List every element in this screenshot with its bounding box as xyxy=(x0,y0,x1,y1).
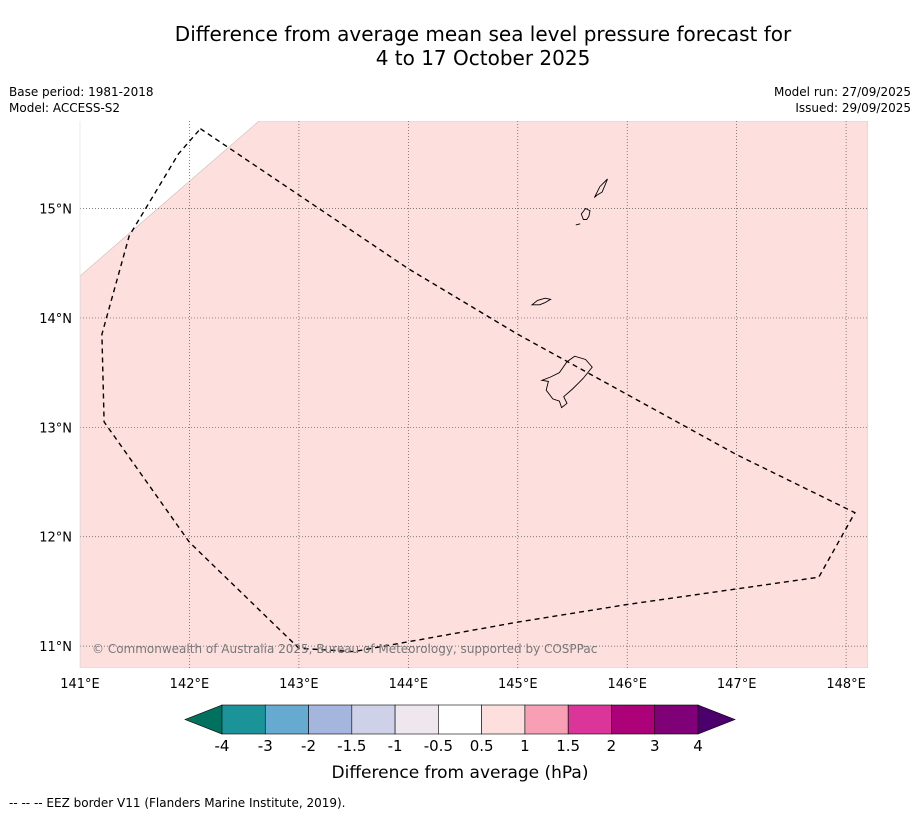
lon-tick-label: 144°E xyxy=(389,677,429,692)
meta-right: Model run: 27/09/2025 Issued: 29/09/2025 xyxy=(774,84,911,116)
lat-tick-label: 11°N xyxy=(39,640,72,655)
island-rota xyxy=(530,297,552,306)
colorbar-tick-label: 1 xyxy=(520,737,530,755)
island-tinian xyxy=(580,207,591,220)
colorbar-tick-label: -3 xyxy=(258,737,273,755)
colorbar-tick-label: 0.5 xyxy=(470,737,494,755)
base-period: Base period: 1981-2018 xyxy=(9,85,154,99)
lon-tick-label: 142°E xyxy=(170,677,210,692)
colorbar-tick-label: 2 xyxy=(607,737,617,755)
colorbar-segment xyxy=(351,704,396,735)
colorbar-tick-label: 1.5 xyxy=(556,737,580,755)
colorbar-tick-label: -0.5 xyxy=(424,737,453,755)
model-run: Model run: 27/09/2025 xyxy=(773,85,911,99)
colorbar-tick-label: 4 xyxy=(693,737,703,755)
colorbar-segment xyxy=(308,704,353,735)
model-name: Model: ACCESS-S2 xyxy=(9,101,121,115)
lon-tick-label: 143°E xyxy=(279,677,319,692)
lon-tick-label: 146°E xyxy=(607,677,647,692)
colorbar-tick-label: -2 xyxy=(301,737,316,755)
eez-border xyxy=(101,128,856,653)
lon-tick-label: 147°E xyxy=(717,677,757,692)
colorbar-segment xyxy=(221,704,266,735)
lat-tick-label: 14°N xyxy=(39,312,72,327)
colorbar-tick-label: -4 xyxy=(215,737,230,755)
gridlines xyxy=(80,121,868,668)
footer-note: -- -- -- EEZ border V11 (Flanders Marine… xyxy=(9,796,346,810)
island-guam xyxy=(540,355,593,409)
latitude-labels: 15°N 14°N 13°N 12°N 11°N xyxy=(39,203,72,656)
colorbar-tick-label: -1 xyxy=(388,737,403,755)
colorbar-title: Difference from average (hPa) xyxy=(332,763,589,783)
islands xyxy=(530,178,608,409)
lon-tick-label: 148°E xyxy=(826,677,866,692)
colorbar-segment xyxy=(611,704,656,735)
pressure-anomaly-fill xyxy=(80,121,868,668)
colorbar-segment xyxy=(654,704,699,735)
lon-tick-label: 145°E xyxy=(498,677,538,692)
colorbar-segment xyxy=(567,704,612,735)
colorbar-segment xyxy=(481,704,526,735)
copyright-text: © Commonwealth of Australia 2025, Bureau… xyxy=(92,642,597,656)
island-aguijan xyxy=(575,223,581,226)
colorbar-segment xyxy=(394,704,439,735)
title-line-1: Difference from average mean sea level p… xyxy=(174,22,792,46)
colorbar-tick-label: 3 xyxy=(650,737,660,755)
lat-tick-label: 13°N xyxy=(39,421,72,436)
colorbar-extend-low xyxy=(184,704,223,735)
colorbar-tick-label: -1.5 xyxy=(337,737,366,755)
chart-title: Difference from average mean sea level p… xyxy=(0,22,919,70)
lat-tick-label: 12°N xyxy=(39,531,72,546)
colorbar: -4 -3 -2 -1.5 -1 -0.5 0.5 1 1.5 2 3 4 xyxy=(184,704,736,755)
title-line-2: 4 to 17 October 2025 xyxy=(375,46,591,70)
meta-left: Base period: 1981-2018 Model: ACCESS-S2 xyxy=(9,84,154,116)
colorbar-segment xyxy=(524,704,569,735)
issued-date: Issued: 29/09/2025 xyxy=(795,101,911,115)
colorbar-segment xyxy=(264,704,309,735)
map-area xyxy=(80,121,868,668)
island-saipan xyxy=(593,178,608,198)
colorbar-segment xyxy=(438,704,482,735)
longitude-labels: 141°E 142°E 143°E 144°E 145°E 146°E 147°E 148°E xyxy=(60,677,866,692)
colorbar-extend-high xyxy=(697,704,736,735)
lat-tick-label: 15°N xyxy=(39,203,72,218)
lon-tick-label: 141°E xyxy=(60,677,100,692)
